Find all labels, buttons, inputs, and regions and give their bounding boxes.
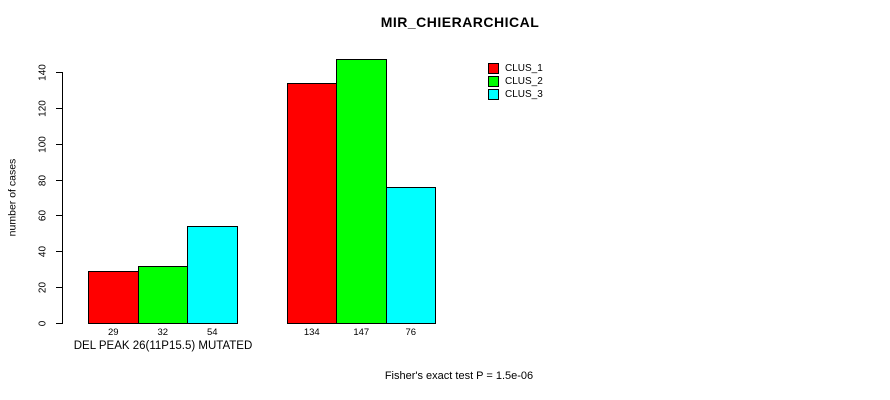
legend-row-clus2: CLUS_2 [488,75,543,88]
legend-swatch-clus3 [488,89,499,100]
bar-value-label: 54 [206,327,218,338]
y-tick-label: 0 [37,320,49,327]
y-tick [56,144,62,145]
y-tick [56,72,62,73]
bar-group2-clus_3 [385,186,436,324]
y-tick [56,251,62,252]
y-tick-label: 20 [37,281,49,294]
legend-label-clus2: CLUS_2 [505,76,543,87]
y-tick [56,180,62,181]
bar-group1-clus_1 [88,271,139,324]
bar-group1-clus_2 [137,265,188,324]
y-axis-line [62,72,63,324]
legend-label-clus3: CLUS_3 [505,89,543,100]
legend-swatch-clus1 [488,63,499,74]
x-axis-group-label: DEL PEAK 26(11P15.5) MUTATED [73,340,253,352]
chart-title: MIR_CHIERARCHICAL [380,14,540,30]
y-tick-label: 60 [37,209,49,222]
y-tick [56,287,62,288]
bar-value-label: 29 [107,327,119,338]
fisher-test-note: Fisher's exact test P = 1.5e-06 [384,370,534,382]
bar-group2-clus_1 [286,82,337,324]
y-tick-label: 40 [37,245,49,258]
y-tick-label: 120 [37,100,49,117]
bar-value-label: 147 [353,327,370,338]
y-tick [56,323,62,324]
y-tick-label: 140 [37,64,49,81]
y-tick [56,108,62,109]
y-tick [56,215,62,216]
y-tick-label: 80 [37,174,49,187]
bar-value-label: 76 [405,327,417,338]
bar-value-label: 134 [303,327,320,338]
bar-value-label: 32 [157,327,169,338]
legend-row-clus1: CLUS_1 [488,62,543,75]
legend: CLUS_1 CLUS_2 CLUS_3 [488,62,543,101]
legend-row-clus3: CLUS_3 [488,88,543,101]
legend-swatch-clus2 [488,76,499,87]
legend-label-clus1: CLUS_1 [505,63,543,74]
bar-group1-clus_3 [187,226,238,324]
bar-group2-clus_2 [336,59,387,324]
y-axis-label: number of cases [6,158,19,237]
y-tick-label: 100 [37,136,49,153]
